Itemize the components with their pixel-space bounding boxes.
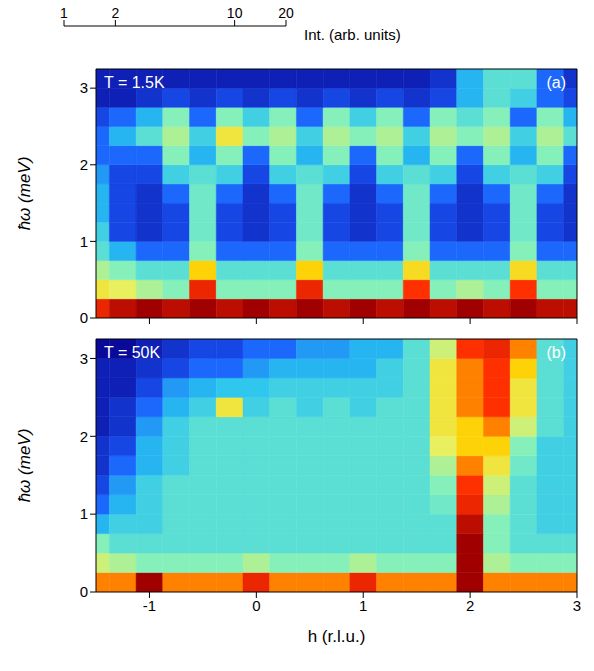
svg-text:1: 1 xyxy=(80,505,88,522)
svg-text:-1: -1 xyxy=(143,597,156,614)
html-text:(b): (b) xyxy=(546,344,566,361)
svg-text:1: 1 xyxy=(60,5,68,21)
svg-text:3: 3 xyxy=(573,597,581,614)
svg-text:ħω (meV): ħω (meV) xyxy=(15,157,34,231)
html-text:Int. (arb. units): Int. (arb. units) xyxy=(304,26,401,43)
svg-text:20: 20 xyxy=(278,5,294,21)
svg-text:ħω (meV): ħω (meV) xyxy=(15,429,34,503)
svg-text:0: 0 xyxy=(80,309,88,326)
svg-text:2: 2 xyxy=(466,597,474,614)
svg-text:h (r.l.u.): h (r.l.u.) xyxy=(308,627,366,646)
svg-text:10: 10 xyxy=(227,5,243,21)
svg-text:2: 2 xyxy=(80,428,88,445)
html-text:T = 1.5K: T = 1.5K xyxy=(104,74,165,91)
svg-text:2: 2 xyxy=(80,156,88,173)
svg-text:0: 0 xyxy=(80,583,88,600)
svg-text:3: 3 xyxy=(80,350,88,367)
svg-text:2: 2 xyxy=(111,5,119,21)
svg-text:1: 1 xyxy=(359,597,367,614)
svg-text:3: 3 xyxy=(80,79,88,96)
html-text:(a): (a) xyxy=(546,74,566,91)
svg-text:1: 1 xyxy=(80,233,88,250)
svg-text:0: 0 xyxy=(252,597,260,614)
html-text:T = 50K: T = 50K xyxy=(104,344,161,361)
